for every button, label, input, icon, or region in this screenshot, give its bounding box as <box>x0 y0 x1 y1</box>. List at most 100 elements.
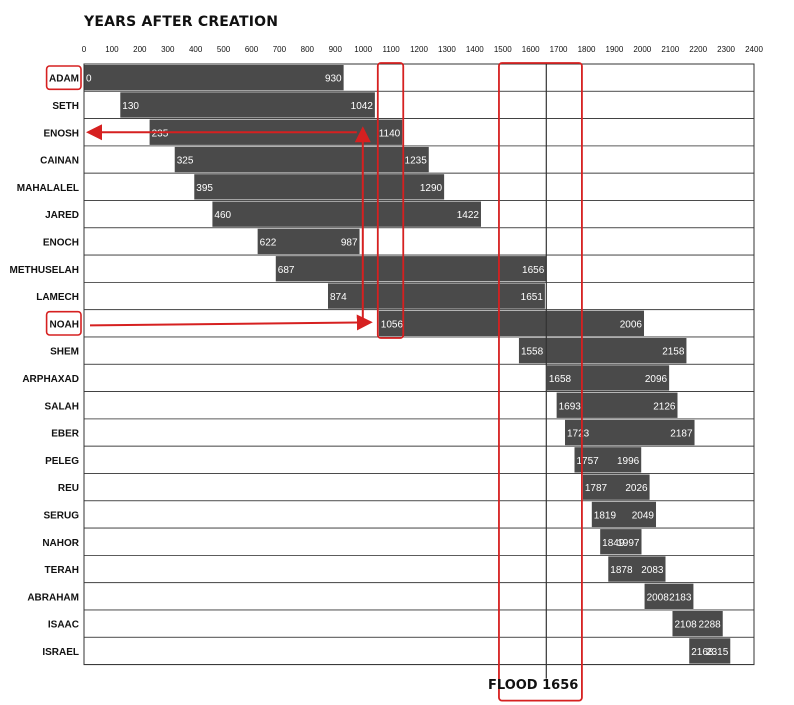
x-tick-label: 1600 <box>522 45 540 54</box>
flood-label: FLOOD 1656 <box>488 678 579 693</box>
row-label: SHEM <box>50 347 79 358</box>
bar-start-label: 2108 <box>674 620 697 631</box>
row-cell <box>83 227 755 256</box>
row-label: NOAH <box>50 319 79 330</box>
highlight-range-box <box>498 62 583 702</box>
bar <box>672 611 723 637</box>
bar <box>212 201 481 227</box>
row-label: LAMECH <box>36 292 79 303</box>
x-tick-label: 1300 <box>438 45 456 54</box>
bar <box>327 283 545 309</box>
bar-end-label: 1042 <box>351 101 374 112</box>
bar <box>644 583 694 609</box>
bar-start-label: 2008 <box>647 592 670 603</box>
bar-start-label: 1787 <box>585 483 608 494</box>
bar-end-label: 1997 <box>617 538 640 549</box>
bar-start-label: 235 <box>152 128 169 139</box>
x-tick-label: 900 <box>329 45 343 54</box>
row-label: SERUG <box>43 510 79 521</box>
bar <box>574 447 642 473</box>
row-cell <box>83 636 755 665</box>
bar-start-label: 1819 <box>594 510 617 521</box>
x-tick-label: 1200 <box>410 45 428 54</box>
bar-start-label: 460 <box>214 210 231 221</box>
bar-start-label: 1558 <box>521 347 544 358</box>
bar-start-label: 130 <box>122 101 139 112</box>
arrow-noah-right <box>89 314 373 331</box>
bar-end-label: 1422 <box>457 210 480 221</box>
row-cell <box>83 609 755 638</box>
row-label: ENOCH <box>43 237 79 248</box>
bar-start-label: 2168 <box>691 647 714 658</box>
bar-end-label: 2096 <box>645 374 668 385</box>
bar-start-label: 0 <box>86 74 92 85</box>
bar-end-label: 2026 <box>625 483 648 494</box>
x-tick-label: 200 <box>133 45 147 54</box>
bar-end-label: 2126 <box>653 401 676 412</box>
x-tick-label: 1700 <box>550 45 568 54</box>
bar <box>84 65 344 91</box>
bar-start-label: 1658 <box>549 374 572 385</box>
row-label: ISRAEL <box>42 647 79 658</box>
x-tick-label: 100 <box>105 45 119 54</box>
highlight-range-box <box>376 62 405 339</box>
bar-end-label: 1290 <box>420 183 443 194</box>
row-label: CAINAN <box>40 156 79 167</box>
x-tick-label: 500 <box>217 45 231 54</box>
x-tick-label: 1400 <box>466 45 484 54</box>
bar-end-label: 1140 <box>379 128 401 139</box>
x-tick-label: 1000 <box>354 45 372 54</box>
row-label: ISAAC <box>48 620 79 631</box>
x-tick-label: 400 <box>189 45 203 54</box>
bar-start-label: 622 <box>260 237 277 248</box>
bar <box>174 146 429 173</box>
bar-end-label: 2187 <box>670 429 693 440</box>
row-cell <box>83 527 755 556</box>
x-tick-label: 1800 <box>578 45 596 54</box>
bar <box>582 474 650 500</box>
row-label: TERAH <box>45 565 79 576</box>
chart-frame <box>83 63 755 666</box>
x-tick-label: 2300 <box>717 45 735 54</box>
bar <box>689 638 731 664</box>
bar-start-label: 1878 <box>610 565 633 576</box>
x-tick-label: 0 <box>82 45 87 54</box>
bar <box>257 228 360 255</box>
x-tick-label: 800 <box>301 45 315 54</box>
bar-start-label: 687 <box>278 265 295 276</box>
bar-end-label: 1996 <box>617 456 640 467</box>
bar <box>591 501 657 528</box>
bar-end-label: 2006 <box>620 319 643 330</box>
row-label: NAHOR <box>42 538 79 549</box>
bar <box>608 556 666 582</box>
chart-title: YEARS AFTER CREATION <box>84 14 279 30</box>
bar-end-label: 987 <box>341 237 358 248</box>
row-label: EBER <box>51 429 80 440</box>
x-tick-label: 700 <box>273 45 287 54</box>
x-tick-label: 600 <box>245 45 259 54</box>
bar-end-label: 1651 <box>521 292 544 303</box>
row-label: SALAH <box>45 401 79 412</box>
bar-start-label: 1849 <box>602 538 625 549</box>
row-label: ABRAHAM <box>27 592 79 603</box>
row-label: SETH <box>52 101 79 112</box>
bar-end-label: 2158 <box>662 347 685 358</box>
bar-end-label: 930 <box>325 74 342 85</box>
bar-end-label: 2083 <box>641 565 664 576</box>
row-label: REU <box>58 483 79 494</box>
bar-end-label: 1656 <box>522 265 545 276</box>
bar-start-label: 1757 <box>576 456 599 467</box>
x-tick-label: 1100 <box>382 45 400 54</box>
bar-start-label: 1723 <box>567 429 590 440</box>
bar-end-label: 2183 <box>669 592 692 603</box>
row-label: ENOSH <box>43 128 79 139</box>
highlight-row-box <box>45 310 82 336</box>
bar-end-label: 2288 <box>698 620 721 631</box>
bar-start-label: 325 <box>177 156 194 167</box>
bar <box>378 310 645 336</box>
row-cell <box>83 473 755 502</box>
bar <box>556 392 678 418</box>
row-label: MAHALALEL <box>17 183 79 194</box>
bar <box>194 174 445 200</box>
